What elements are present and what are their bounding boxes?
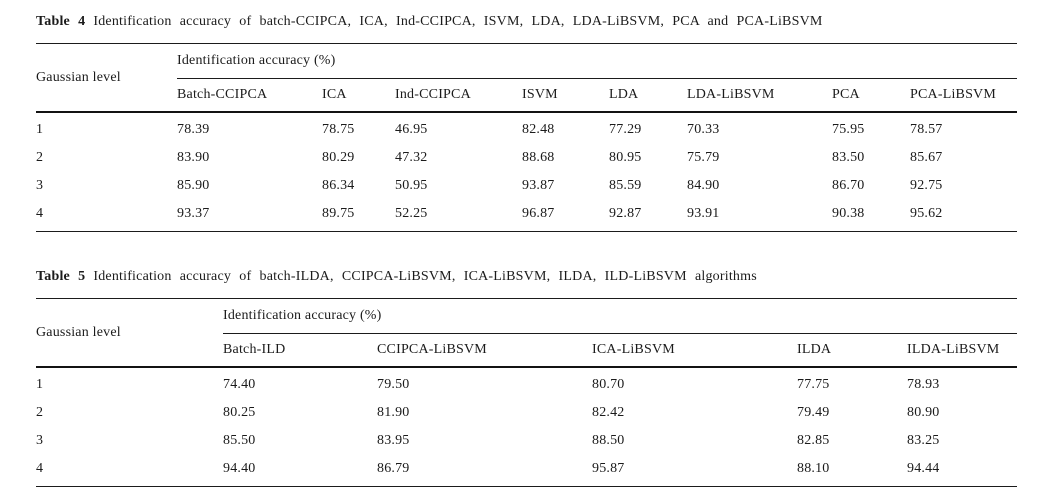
table4-col-header-pca: PCA	[832, 78, 910, 113]
accuracy-cell: 77.29	[609, 122, 642, 137]
table4-col-header-lda-libsvm: LDA-LiBSVM	[687, 78, 832, 113]
table-row: 3 85.50 83.95 88.50 82.85 83.25	[36, 427, 1017, 455]
table4-col-header-ica: ICA	[322, 78, 395, 113]
accuracy-cell: 80.90	[907, 405, 940, 420]
accuracy-cell: 88.50	[592, 433, 625, 448]
accuracy-cell: 88.68	[522, 150, 555, 165]
gaussian-level-cell: 2	[36, 405, 44, 420]
table-row: 2 83.90 80.29 47.32 88.68 80.95 75.79 83…	[36, 144, 1017, 172]
accuracy-cell: 86.79	[377, 461, 410, 476]
table4: Gaussian level Identification accuracy (…	[36, 43, 1018, 232]
accuracy-cell: 85.59	[609, 178, 642, 193]
table5-caption-label: Table 5	[36, 269, 86, 284]
table5-header-row-2: Batch-ILD CCIPCA-LiBSVM ICA-LiBSVM ILDA …	[36, 333, 1018, 368]
accuracy-cell: 88.10	[797, 461, 830, 476]
accuracy-cell: 93.91	[687, 206, 720, 221]
gaussian-level-cell: 2	[36, 150, 44, 165]
gaussian-level-cell: 1	[36, 377, 44, 392]
accuracy-cell: 86.70	[832, 178, 865, 193]
accuracy-cell: 82.85	[797, 433, 830, 448]
accuracy-cell: 94.44	[907, 461, 940, 476]
table4-section: Table 4 Identification accuracy of batch-…	[36, 13, 1018, 232]
table4-group-header: Identification accuracy (%)	[177, 43, 1018, 79]
table5-header-row-1: Gaussian level Identification accuracy (…	[36, 298, 1018, 368]
accuracy-cell: 82.48	[522, 122, 555, 137]
table5-col-header-ilda-libsvm: ILDA-LiBSVM	[907, 333, 1018, 368]
table4-caption-text: Identification accuracy of batch-CCIPCA,…	[93, 14, 823, 29]
accuracy-cell: 83.50	[832, 150, 865, 165]
accuracy-cell: 78.75	[322, 122, 355, 137]
table5: Gaussian level Identification accuracy (…	[36, 298, 1018, 487]
accuracy-cell: 78.93	[907, 377, 940, 392]
table5-col-header-ccipca-libsvm: CCIPCA-LiBSVM	[377, 333, 592, 368]
accuracy-cell: 86.34	[322, 178, 355, 193]
accuracy-cell: 95.62	[910, 206, 943, 221]
table-row: 2 80.25 81.90 82.42 79.49 80.90	[36, 399, 1017, 427]
table4-caption-label: Table 4	[36, 14, 86, 29]
table-row: 1 74.40 79.50 80.70 77.75 78.93	[36, 367, 1017, 399]
accuracy-cell: 80.29	[322, 150, 355, 165]
accuracy-cell: 96.87	[522, 206, 555, 221]
accuracy-cell: 75.79	[687, 150, 720, 165]
accuracy-cell: 94.40	[223, 461, 256, 476]
accuracy-cell: 84.90	[687, 178, 720, 193]
accuracy-cell: 70.33	[687, 122, 720, 137]
accuracy-cell: 52.25	[395, 206, 428, 221]
gaussian-level-cell: 3	[36, 433, 44, 448]
accuracy-cell: 81.90	[377, 405, 410, 420]
table4-col-header-pca-libsvm: PCA-LiBSVM	[910, 78, 1018, 113]
accuracy-cell: 89.75	[322, 206, 355, 221]
table4-col-header-batch-ccipca: Batch-CCIPCA	[177, 78, 322, 113]
table4-caption: Table 4 Identification accuracy of batch-…	[36, 13, 1017, 31]
accuracy-cell: 79.49	[797, 405, 830, 420]
table5-col-header-batch-ild: Batch-ILD	[223, 333, 377, 368]
accuracy-cell: 75.95	[832, 122, 865, 137]
table4-col-header-ind-ccipca: Ind-CCIPCA	[395, 78, 522, 113]
accuracy-cell: 77.75	[797, 377, 830, 392]
table-row: 1 78.39 78.75 46.95 82.48 77.29 70.33 75…	[36, 112, 1017, 144]
table4-col-header-lda: LDA	[609, 78, 687, 113]
accuracy-cell: 90.38	[832, 206, 865, 221]
table5-col-header-ilda: ILDA	[797, 333, 907, 368]
accuracy-cell: 78.57	[910, 122, 943, 137]
accuracy-cell: 79.50	[377, 377, 410, 392]
accuracy-cell: 78.39	[177, 122, 210, 137]
gaussian-level-cell: 1	[36, 122, 44, 137]
accuracy-cell: 80.95	[609, 150, 642, 165]
table-row: 4 94.40 86.79 95.87 88.10 94.44	[36, 455, 1017, 487]
accuracy-cell: 80.25	[223, 405, 256, 420]
accuracy-cell: 92.75	[910, 178, 943, 193]
table5-group-header: Identification accuracy (%)	[223, 298, 1018, 334]
table-row: 4 93.37 89.75 52.25 96.87 92.87 93.91 90…	[36, 200, 1017, 232]
table-row: 3 85.90 86.34 50.95 93.87 85.59 84.90 86…	[36, 172, 1017, 200]
accuracy-cell: 85.90	[177, 178, 210, 193]
accuracy-cell: 93.37	[177, 206, 210, 221]
accuracy-cell: 83.90	[177, 150, 210, 165]
accuracy-cell: 74.40	[223, 377, 256, 392]
gaussian-level-cell: 3	[36, 178, 44, 193]
accuracy-cell: 83.25	[907, 433, 940, 448]
accuracy-cell: 46.95	[395, 122, 428, 137]
accuracy-cell: 82.42	[592, 405, 625, 420]
gaussian-level-cell: 4	[36, 206, 44, 221]
table4-col-header-isvm: ISVM	[522, 78, 609, 113]
table4-header-row-1: Gaussian level Identification accuracy (…	[36, 43, 1018, 113]
table5-section: Table 5 Identification accuracy of batch-…	[36, 268, 1018, 487]
accuracy-cell: 80.70	[592, 377, 625, 392]
table5-row-header: Gaussian level	[36, 298, 223, 368]
accuracy-cell: 83.95	[377, 433, 410, 448]
gaussian-level-cell: 4	[36, 461, 44, 476]
accuracy-cell: 93.87	[522, 178, 555, 193]
table5-col-header-ica-libsvm: ICA-LiBSVM	[592, 333, 797, 368]
accuracy-cell: 50.95	[395, 178, 428, 193]
table4-header-row-2: Batch-CCIPCA ICA Ind-CCIPCA ISVM LDA LDA…	[36, 78, 1018, 113]
table5-caption: Table 5 Identification accuracy of batch-…	[36, 268, 1017, 286]
accuracy-cell: 47.32	[395, 150, 428, 165]
accuracy-cell: 95.87	[592, 461, 625, 476]
accuracy-cell: 85.67	[910, 150, 943, 165]
accuracy-cell: 85.50	[223, 433, 256, 448]
table5-caption-text: Identification accuracy of batch-ILDA, C…	[93, 269, 757, 284]
accuracy-cell: 92.87	[609, 206, 642, 221]
table4-row-header: Gaussian level	[36, 43, 177, 113]
